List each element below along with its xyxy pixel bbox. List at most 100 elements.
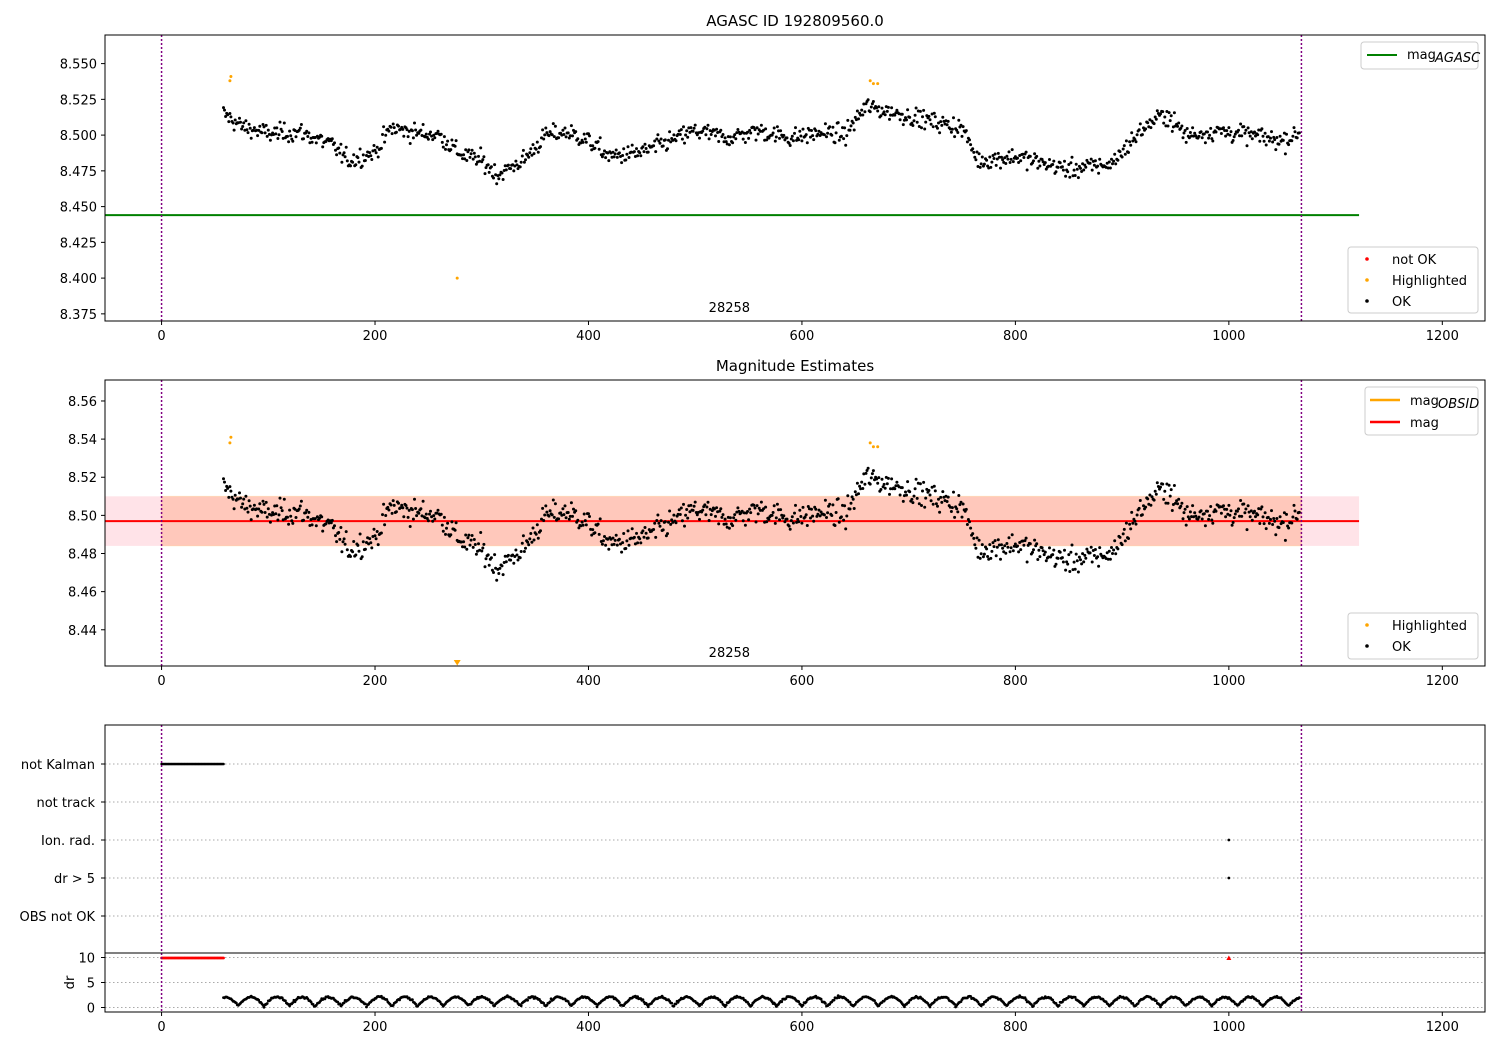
ok-point (831, 125, 835, 129)
ok-point (276, 137, 280, 140)
ok-point (959, 500, 963, 504)
ok-point (906, 108, 910, 112)
ok-point (248, 504, 252, 508)
ok-point (335, 540, 339, 544)
flag-point-dr (1227, 876, 1231, 880)
ok-point (974, 546, 978, 550)
x-tick-label: 1000 (1212, 329, 1245, 344)
ok-point (461, 157, 464, 161)
x-tick-label: 1200 (1426, 329, 1459, 344)
ok-point (850, 495, 854, 499)
ok-point (386, 505, 390, 509)
ok-point (256, 514, 260, 518)
ok-point (980, 543, 984, 547)
ok-point (1121, 532, 1125, 536)
ok-point (972, 150, 976, 154)
ok-point (692, 126, 696, 130)
ok-point (1081, 162, 1085, 166)
highlighted-point (868, 79, 872, 83)
ok-point (464, 148, 468, 152)
ok-point (932, 111, 936, 115)
ok-point (638, 151, 642, 155)
ok-point (410, 508, 414, 512)
ok-point (993, 152, 997, 156)
ok-point (483, 172, 487, 176)
ok-point (870, 102, 874, 106)
ok-point (576, 137, 580, 141)
ok-point (644, 147, 648, 150)
ok-point (600, 542, 604, 546)
ok-point (693, 123, 697, 127)
ok-point (354, 163, 358, 167)
ok-point (511, 553, 515, 557)
ok-point (822, 513, 826, 517)
ok-point (845, 514, 849, 518)
ok-point (1028, 542, 1032, 546)
ok-point (574, 130, 578, 134)
ok-point (626, 145, 630, 149)
ok-point (629, 536, 633, 540)
ok-point (1063, 159, 1066, 163)
ok-point (775, 125, 779, 129)
ok-point (746, 130, 749, 134)
ok-point (229, 115, 233, 119)
ok-point (381, 513, 384, 517)
ok-point (836, 121, 840, 125)
ok-point (773, 521, 777, 525)
ok-point (1081, 552, 1085, 556)
ok-point (1292, 503, 1296, 507)
ok-point (1135, 513, 1139, 517)
ok-point (1007, 536, 1011, 540)
ok-point (1297, 510, 1301, 514)
ok-point (630, 527, 634, 531)
ok-point (1229, 509, 1233, 513)
ok-point (484, 166, 488, 170)
y-tick-label: 8.375 (60, 308, 97, 323)
ok-point (794, 503, 797, 507)
ok-point (923, 127, 927, 131)
dr-point (641, 998, 645, 1001)
ok-point (1176, 502, 1180, 506)
ok-point (1211, 139, 1215, 143)
ok-point (1118, 150, 1122, 154)
ok-point (674, 139, 678, 143)
dr-point (1158, 1003, 1161, 1007)
ok-point (1054, 562, 1058, 566)
dr-point (487, 998, 491, 1001)
ok-point (875, 477, 879, 481)
ok-point (384, 133, 388, 137)
ok-point (1033, 538, 1037, 542)
ok-point (1222, 504, 1225, 508)
ok-point (625, 152, 629, 156)
ok-point (431, 519, 435, 523)
ok-point (1127, 151, 1130, 154)
ok-point (679, 128, 683, 132)
y-tick-label: 8.54 (68, 433, 97, 448)
ok-point (663, 520, 667, 524)
ok-point (1153, 115, 1157, 119)
ok-point (1085, 547, 1089, 551)
ok-point (469, 152, 473, 156)
ok-point (805, 524, 809, 527)
ok-point (724, 522, 728, 526)
ok-point (280, 509, 284, 513)
ok-point (445, 143, 448, 147)
ok-point (381, 133, 384, 136)
ok-point (912, 119, 916, 123)
ok-point (397, 501, 400, 505)
y-tick-label: 8.475 (60, 165, 97, 180)
ok-point (1244, 507, 1248, 511)
ok-point (464, 533, 468, 537)
axes-frame (104, 379, 1486, 667)
ok-point-group (222, 98, 1301, 186)
ok-point (653, 521, 657, 525)
ok-point (798, 129, 802, 133)
ok-point (1266, 515, 1270, 519)
ok-point (1248, 134, 1252, 138)
ok-point (519, 550, 523, 553)
ok-point (1202, 132, 1206, 136)
ok-point (685, 129, 689, 133)
ok-point (394, 510, 398, 514)
legend-label: mag (1407, 48, 1436, 63)
ok-point (333, 141, 336, 145)
